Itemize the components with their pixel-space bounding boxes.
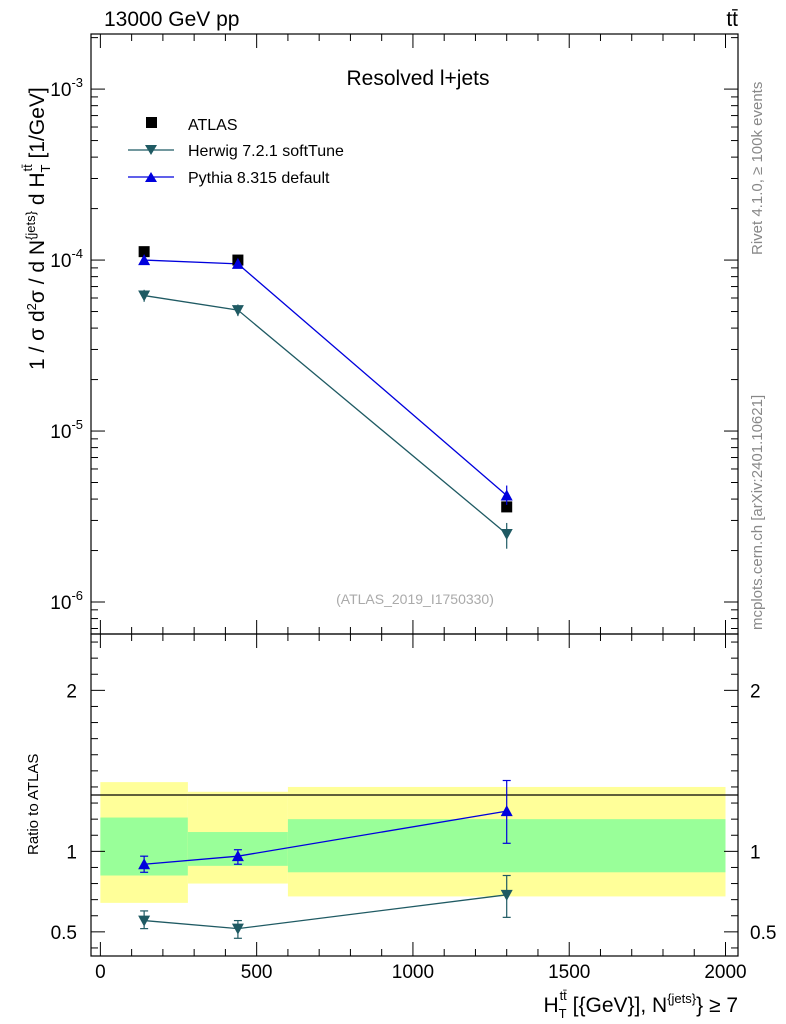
ratio-y-tick-label-right: 1 [750, 842, 761, 863]
pythia-point [231, 257, 244, 269]
herwig-ratio-point [231, 923, 244, 935]
pythia-point [138, 254, 151, 266]
herwig-point [138, 290, 151, 302]
x-tick-label: 0 [95, 962, 106, 983]
herwig-ratio-point [138, 915, 151, 927]
main-y-tick-label: 10-3 [50, 75, 83, 101]
ratio-panel: 0.5 0.5 1 1 2 2 0 500 1000 1500 2000 Ratio to ATLA… [25, 633, 776, 983]
ratio-y-tick-label: 0.5 [51, 923, 77, 944]
herwig-line [144, 294, 508, 535]
ratio-y-tick-label-right: 2 [750, 681, 761, 702]
main-y-tick-label: 10-6 [50, 588, 83, 614]
legend-atlas-label: ATLAS [188, 117, 238, 134]
x-axis-label: HTtt̄ [{GeV}], N{jets}} ≥ 7 [543, 988, 738, 1021]
x-tick-label: 1000 [392, 962, 434, 983]
pythia-point [500, 489, 513, 501]
legend-herwig-marker [145, 145, 157, 155]
atlas-point [501, 501, 513, 513]
ratio-y-tick-label: 2 [66, 681, 77, 702]
main-y-tick-label: 10-5 [50, 417, 83, 443]
ratio-y-tick-label-right: 0.5 [750, 923, 776, 944]
energy-label: 13000 GeV pp [104, 8, 239, 31]
source-label: mcplots.cern.ch [arXiv:2401.10621] [749, 395, 766, 630]
ratio-y-tick-label: 1 [66, 842, 77, 863]
legend-herwig-label: Herwig 7.2.1 softTune [188, 143, 344, 160]
analysis-tag: (ATLAS_2019_I1750330) [336, 591, 494, 607]
process-label: tt̄ [726, 8, 738, 31]
ratio-y-axis-label: Ratio to ATLAS [25, 754, 42, 855]
rivet-version-label: Rivet 4.1.0, ≥ 100k events [749, 82, 766, 255]
x-tick-label: 2000 [704, 962, 746, 983]
legend-pythia-label: Pythia 8.315 default [188, 170, 330, 187]
ratio-frame [90, 633, 739, 957]
pythia-ratio-point [138, 858, 151, 870]
x-tick-label: 500 [241, 962, 273, 983]
pythia-ratio-point [231, 850, 244, 862]
main-y-tick-label: 10-4 [50, 246, 83, 272]
herwig-ratio-point [500, 889, 513, 901]
herwig-point [500, 528, 513, 540]
legend-atlas-marker [146, 117, 157, 128]
main-y-axis-label: 1 / σ d2σ / d N{jets} d HTtt̄ [1/GeV] [20, 87, 53, 370]
main-title: Resolved l+jets [347, 67, 490, 90]
herwig-point [231, 305, 244, 317]
atlas-point [138, 246, 150, 258]
pythia-line [144, 259, 508, 496]
herwig-ratio-line [144, 894, 507, 930]
pythia-ratio-point [500, 805, 513, 817]
legend: ATLAS Herwig 7.2.1 softTune Pythia 8.315… [128, 117, 344, 187]
x-tick-label: 1500 [548, 962, 590, 983]
legend-pythia-marker [145, 172, 157, 182]
main-panel: 10-6 10-5 10-4 10-3 Resolved l+jets (ATLAS_… [20, 33, 739, 635]
